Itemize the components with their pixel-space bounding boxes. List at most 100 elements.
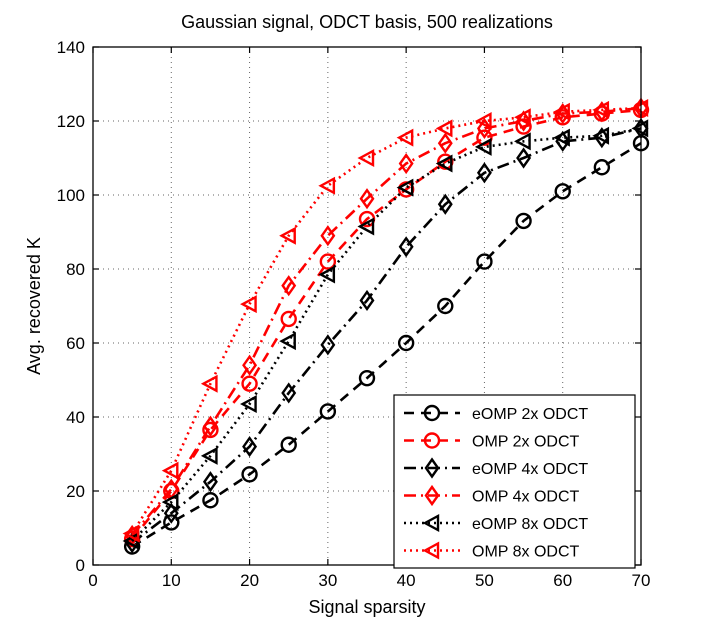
data-point	[396, 178, 414, 197]
data-point	[319, 403, 337, 420]
y-tick-label: 100	[57, 186, 85, 205]
data-point	[280, 310, 297, 328]
y-tick-label: 80	[66, 260, 85, 279]
y-tick-label: 60	[66, 334, 85, 353]
data-point	[200, 446, 218, 465]
data-point	[200, 374, 218, 393]
legend-marker	[422, 541, 440, 560]
legend-item: OMP 4x ODCT	[404, 484, 580, 507]
tick-labels: 0 10 20 30 40 50 60 70 0 20 40 60 80 100 120 140	[57, 38, 651, 590]
data-point	[435, 119, 453, 138]
legend-item: eOMP 4x ODCT	[404, 457, 588, 479]
legend-box	[393, 394, 636, 569]
data-point	[202, 471, 218, 493]
data-point	[202, 415, 218, 437]
data-point	[279, 226, 296, 245]
data-point	[514, 108, 531, 127]
data-point	[554, 183, 571, 200]
data-point	[398, 152, 414, 175]
chart-title: Gaussian signal, ODCT basis, 500 realiza…	[181, 12, 553, 32]
plot-frame	[92, 46, 642, 566]
legend-label: eOMP 2x ODCT	[472, 406, 588, 423]
x-tick-label: 70	[632, 571, 651, 590]
data-point	[161, 493, 179, 512]
data-point	[240, 295, 257, 314]
data-point	[281, 382, 297, 404]
data-point	[476, 162, 492, 184]
legend-marker	[424, 457, 440, 479]
data-point	[242, 354, 258, 376]
legend-label: eOMP 8x ODCT	[472, 516, 588, 533]
legend-item: eOMP 2x ODCT	[404, 404, 588, 423]
data-point	[437, 193, 453, 215]
data-point	[242, 436, 258, 458]
y-tick-label: 20	[66, 482, 85, 501]
y-axis-title: Avg. recovered K	[24, 237, 44, 375]
data-point	[476, 129, 493, 146]
data-point	[514, 132, 531, 151]
data-point	[358, 369, 376, 387]
data-point	[202, 421, 219, 439]
legend-marker	[424, 484, 440, 507]
data-point	[359, 289, 375, 312]
series-eomp-2x-odct	[123, 134, 650, 555]
data-point	[397, 334, 415, 352]
x-tick-label: 60	[553, 571, 572, 590]
x-axis-title: Signal sparsity	[308, 597, 425, 617]
data-point	[435, 154, 453, 173]
data-point	[319, 253, 337, 270]
data-point	[553, 128, 570, 147]
legend-label: OMP 8x ODCT	[472, 544, 580, 561]
data-point	[437, 297, 454, 315]
data-point	[357, 217, 375, 236]
x-tick-label: 40	[397, 571, 416, 590]
legend-item: OMP 2x ODCT	[404, 432, 580, 451]
data-point	[592, 126, 610, 145]
data-point	[553, 102, 570, 121]
legend-item: OMP 8x ODCT	[404, 541, 580, 561]
legend-item: eOMP 8x ODCT	[404, 513, 588, 533]
x-tick-label: 30	[318, 571, 337, 590]
data-point	[476, 253, 493, 270]
data-point	[320, 334, 336, 356]
data-point	[241, 466, 258, 483]
data-point	[437, 132, 453, 154]
data-point	[398, 236, 414, 258]
series-group	[122, 97, 650, 555]
data-point	[161, 461, 179, 480]
legend-label: eOMP 4x ODCT	[472, 461, 588, 478]
data-point	[515, 118, 532, 135]
data-point	[320, 225, 336, 247]
legend-marker	[422, 513, 440, 533]
data-point	[122, 524, 140, 543]
data-point	[240, 395, 257, 414]
data-point	[280, 436, 297, 453]
y-tick-label: 40	[66, 408, 85, 427]
x-tick-label: 0	[88, 571, 97, 590]
legend: eOMP 2x ODCT OMP 2x ODCT eOMP 4x ODCT OMP 4…	[393, 394, 636, 569]
data-point	[357, 148, 375, 168]
x-tick-label: 10	[162, 571, 181, 590]
data-point	[474, 111, 492, 131]
y-tick-label: 140	[57, 38, 85, 57]
data-point	[279, 332, 296, 351]
data-point	[318, 176, 336, 195]
x-tick-label: 20	[240, 571, 259, 590]
legend-label: OMP 2x ODCT	[472, 434, 580, 451]
axes	[92, 46, 642, 566]
data-point	[396, 128, 414, 147]
legend-marker	[423, 404, 441, 422]
series-omp-8x-odct	[122, 99, 649, 543]
data-point	[474, 137, 492, 156]
y-tick-label: 120	[57, 112, 85, 131]
y-tick-label: 0	[76, 556, 85, 575]
data-point	[592, 100, 610, 119]
data-point	[281, 275, 297, 297]
data-point	[163, 514, 180, 531]
series-eomp-4x-odct	[124, 117, 649, 554]
data-point	[202, 492, 219, 509]
legend-marker	[423, 432, 441, 449]
x-tick-label: 50	[475, 571, 494, 590]
data-point	[593, 159, 611, 176]
